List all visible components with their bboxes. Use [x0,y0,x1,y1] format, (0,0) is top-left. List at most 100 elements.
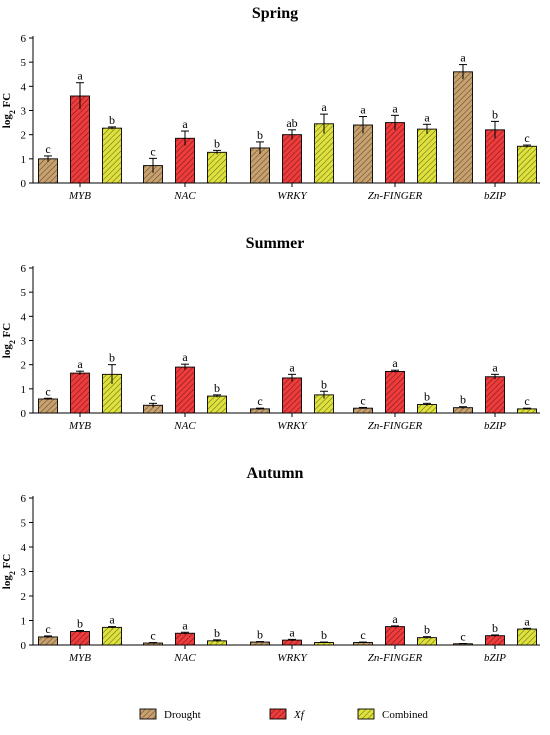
y-tick-label: 4 [21,311,27,323]
legend-swatch-combined [357,708,375,720]
y-tick-label: 2 [21,591,27,603]
x-tick-label: Zn-FINGER [368,652,423,664]
bar-xf [175,366,195,414]
y-tick-label: 4 [21,542,27,554]
legend-swatch-xf [269,708,287,720]
y-tick-label: 6 [21,33,27,45]
bar-drought [353,124,373,184]
y-tick-label: 5 [21,287,27,299]
significance-letter: a [289,360,295,374]
y-axis-label: log2 FC [1,323,17,359]
x-tick-label: bZIP [484,420,506,432]
significance-letter: b [424,389,430,403]
y-tick-label: 6 [21,263,27,275]
significance-letter: c [150,389,155,403]
legend-label-drought: Drought [164,709,201,721]
significance-letter: a [321,100,327,114]
x-tick-label: MYB [68,420,91,432]
significance-letter: c [360,628,365,642]
bar-xf [70,631,90,646]
bar-combined [102,127,122,184]
panel-title: Summer [246,235,305,252]
significance-letter: c [45,622,50,636]
bar-drought [38,158,58,184]
significance-letter: a [289,625,295,639]
significance-letter: b [321,628,327,642]
y-tick-label: 2 [21,130,27,142]
bar-combined [417,404,437,414]
bar-combined [517,145,537,184]
y-axis-label: log2 FC [1,93,17,129]
significance-letter: a [392,356,398,370]
y-tick-label: 5 [21,57,27,69]
significance-letter: a [460,51,466,65]
significance-letter: c [257,394,262,408]
y-tick-label: 3 [21,336,27,348]
panel-title: Autumn [247,465,304,482]
x-tick-label: NAC [173,420,196,432]
significance-letter: a [360,103,366,117]
significance-letter: a [392,612,398,626]
y-tick-label: 0 [21,408,27,420]
y-tick-label: 0 [21,640,27,652]
y-tick-label: 3 [21,567,27,579]
bar-xf [385,370,405,414]
x-tick-label: MYB [68,652,91,664]
bar-combined [102,626,122,646]
y-tick-label: 1 [21,154,27,166]
x-tick-label: Zn-FINGER [368,420,423,432]
legend-label-combined: Combined [382,709,428,721]
y-tick-label: 1 [21,384,27,396]
significance-letter: a [392,101,398,115]
significance-letter: b [214,381,220,395]
bar-drought [453,71,473,184]
y-tick-label: 5 [21,518,27,530]
x-tick-label: WRKY [277,190,308,202]
significance-letter: c [524,131,529,145]
legend: Drought Xf Combined [139,708,428,721]
significance-letter: a [492,360,498,374]
bar-combined [417,637,437,646]
significance-letter: c [45,142,50,156]
significance-letter: b [109,113,115,127]
y-tick-label: 6 [21,493,27,505]
significance-letter: a [182,350,188,364]
significance-letter: a [182,618,188,632]
significance-letter: b [321,377,327,391]
y-tick-label: 4 [21,81,27,93]
significance-letter: c [150,144,155,158]
significance-letter: b [77,617,83,631]
significance-letter: b [492,107,498,121]
bar-xf [485,376,505,414]
bar-xf [385,626,405,646]
bar-combined [207,151,227,184]
bar-combined [517,628,537,646]
significance-letter: a [109,613,115,627]
bar-xf [485,635,505,646]
significance-letter: b [214,626,220,640]
legend-swatch-drought [139,708,157,720]
panel-title: Spring [252,5,298,22]
significance-letter: b [460,393,466,407]
x-tick-label: Zn-FINGER [368,190,423,202]
y-tick-label: 1 [21,616,27,628]
x-tick-label: MYB [68,190,91,202]
x-tick-label: WRKY [277,652,308,664]
significance-letter: ab [286,116,297,130]
bar-xf [70,372,90,414]
significance-letter: b [109,351,115,365]
bar-combined [207,395,227,414]
significance-letter: b [257,128,263,142]
significance-letter: c [524,394,529,408]
significance-letter: b [214,136,220,150]
y-tick-label: 0 [21,178,27,190]
significance-letter: a [524,614,530,628]
significance-letter: c [360,393,365,407]
significance-letter: a [424,110,430,124]
significance-letter: c [150,629,155,643]
